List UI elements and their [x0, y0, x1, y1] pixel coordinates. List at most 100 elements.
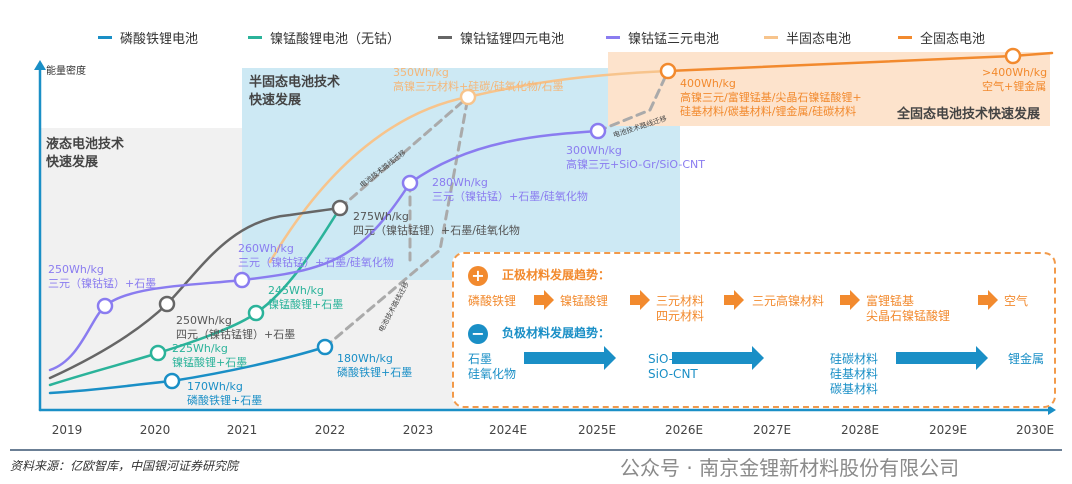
legend-ncm: 镍钴锰三元电池: [606, 28, 719, 47]
cathode-step: 富锂锰基 尖晶石镍锰酸锂: [866, 294, 951, 323]
arrow-right-icon: [672, 346, 764, 370]
legend-semi-solid: 半固态电池: [764, 28, 851, 47]
legend-label: 镍钴锰三元电池: [628, 32, 720, 47]
all-solid-region-title: 全固态电池技术快速发展: [897, 107, 1041, 122]
value: 180Wh/kg: [337, 352, 393, 365]
label-ncm-2023: 280Wh/kg 三元（镍钴锰）+石墨/硅氧化物: [432, 176, 588, 204]
x-tick: 2020: [139, 423, 171, 437]
value: 350Wh/kg: [393, 66, 449, 79]
label-lmo-2020: 225Wh/kg 镍锰酸锂+石墨: [172, 342, 247, 370]
value: 225Wh/kg: [172, 342, 228, 355]
cathode-step: 镍锰酸锂: [560, 294, 609, 308]
value: >400Wh/kg: [982, 66, 1048, 79]
legend-lmo: 镍锰酸锂电池（无钴）: [248, 28, 400, 47]
label-quat-2020: 250Wh/kg 四元（镍钴锰锂）+石墨: [150, 314, 295, 342]
cathode-step: 空气: [1004, 294, 1029, 308]
legend-all-solid: 全固态电池: [898, 28, 985, 47]
material: 磷酸铁锂+石墨: [337, 366, 413, 379]
anode-step: 硅碳材料 硅基材料 碳基材料: [830, 352, 879, 396]
x-tick: 2025E: [577, 423, 617, 437]
value: 170Wh/kg: [187, 380, 243, 393]
material: 三元（镍钴锰）+石墨: [48, 277, 157, 290]
divider: [10, 449, 1062, 451]
point-lmo-2020: [149, 344, 167, 362]
material-trends-box: + 正极材料发展趋势： 磷酸铁锂 镍锰酸锂 三元材料 四元材料 三元高镍材料 富…: [452, 252, 1056, 408]
anode-trend-title: 负极材料发展趋势：: [502, 326, 611, 340]
point-ncm-2023: [401, 174, 419, 192]
x-tick: 2026E: [664, 423, 704, 437]
quaternary-curve: [48, 206, 342, 380]
liquid-region-title: 液态电池技术 快速发展: [46, 137, 125, 170]
material: 高镍三元/富锂锰基/尖晶石镍锰酸锂+: [680, 91, 862, 104]
label-ncm-2025: 300Wh/kg 高镍三元+SiO-Gr/SiO-CNT: [566, 144, 705, 172]
value: 250Wh/kg: [176, 314, 232, 327]
material: 空气+锂金属: [982, 80, 1047, 93]
legend-swatch: [98, 36, 112, 39]
source-note: 资料来源：亿欧智库，中国银河证券研究院: [10, 459, 239, 473]
value: 275Wh/kg: [353, 210, 409, 223]
legend-label: 全固态电池: [920, 32, 986, 47]
anode-step: 锂金属: [1008, 352, 1045, 366]
minus-icon: −: [468, 324, 488, 344]
value: 280Wh/kg: [432, 176, 488, 189]
arrow-right-icon: [978, 290, 998, 310]
point-quat-2020: [158, 295, 176, 313]
x-tick: 2029E: [928, 423, 968, 437]
watermark: 公众号 · 南京金锂新材料股份有限公司: [620, 456, 960, 480]
point-all-solid-2026: [659, 62, 677, 80]
label-lfp-2022: 180Wh/kg 磷酸铁锂+石墨: [337, 352, 412, 380]
legend-swatch: [438, 36, 452, 39]
point-semi-solid: [459, 88, 477, 106]
anode-step: 石墨 硅氧化物: [468, 352, 517, 381]
point-quat-2022: [331, 199, 349, 217]
arrow-right-icon: [840, 290, 860, 310]
y-axis-label: 能量密度: [46, 66, 86, 77]
migration-dash: [323, 95, 470, 349]
cathode-step: 三元材料 四元材料: [656, 294, 705, 323]
legend-label: 镍锰酸锂电池（无钴）: [270, 32, 401, 47]
legend-lfp: 磷酸铁锂电池: [98, 28, 198, 47]
legend-swatch: [764, 36, 778, 39]
legend-swatch: [898, 36, 912, 39]
value: 260Wh/kg: [238, 242, 294, 255]
label-ncm-2019: 250Wh/kg 三元（镍钴锰）+石墨: [48, 263, 156, 291]
material: 高镍三元材料+硅碳/硅氧化物/石墨: [393, 80, 564, 93]
material: 三元（镍钴锰）+石墨/硅氧化物: [238, 256, 394, 269]
cathode-step: 三元高镍材料: [752, 294, 825, 308]
x-tick: 2030E: [1015, 423, 1055, 437]
label-quat-2022: 275Wh/kg 四元（镍钴锰锂）+石墨/硅氧化物: [353, 210, 520, 238]
label-lmo-2021: 245Wh/kg 镍锰酸锂+石墨: [268, 284, 343, 312]
value: 250Wh/kg: [48, 263, 104, 276]
cathode-trend-title: 正极材料发展趋势：: [502, 268, 611, 282]
legend-label: 磷酸铁锂电池: [120, 32, 199, 47]
label-semi-solid: 350Wh/kg 高镍三元材料+硅碳/硅氧化物/石墨: [393, 66, 564, 94]
point-ncm-2019: [96, 297, 114, 315]
x-tick: 2023: [402, 423, 434, 437]
label-ncm-2021: 260Wh/kg 三元（镍钴锰）+石墨/硅氧化物: [238, 242, 394, 270]
label-all-solid-2026: 400Wh/kg 高镍三元/富锂锰基/尖晶石镍锰酸锂+ 硅基材料/碳基材料/锂金属/…: [680, 77, 862, 119]
arrow-right-icon: [630, 290, 650, 310]
plus-icon: +: [468, 266, 488, 286]
point-all-solid-2030: [1004, 47, 1022, 65]
material: 三元（镍钴锰）+石墨/硅氧化物: [432, 190, 588, 203]
arrow-right-icon: [534, 290, 554, 310]
x-tick: 2028E: [840, 423, 880, 437]
arrow-right-icon: [896, 346, 988, 370]
legend-swatch: [606, 36, 620, 39]
value: 300Wh/kg: [566, 144, 622, 157]
cathode-step: 磷酸铁锂: [468, 294, 517, 308]
legend-label: 半固态电池: [786, 32, 852, 47]
material: 磷酸铁锂+石墨: [187, 394, 263, 407]
y-axis-arrow-icon: [34, 60, 46, 70]
x-tick: 2027E: [752, 423, 792, 437]
point-ncm-2021: [233, 271, 251, 289]
x-tick: 2019: [51, 423, 83, 437]
point-lfp-2022: [316, 338, 334, 356]
value: 400Wh/kg: [680, 77, 736, 90]
x-tick: 2024E: [488, 423, 528, 437]
arrow-right-icon: [724, 290, 744, 310]
migration-dash: [596, 69, 670, 133]
label-lfp-2020: 170Wh/kg 磷酸铁锂+石墨: [187, 380, 262, 408]
point-lfp-2020: [163, 372, 181, 390]
migration-dash: [338, 95, 470, 210]
